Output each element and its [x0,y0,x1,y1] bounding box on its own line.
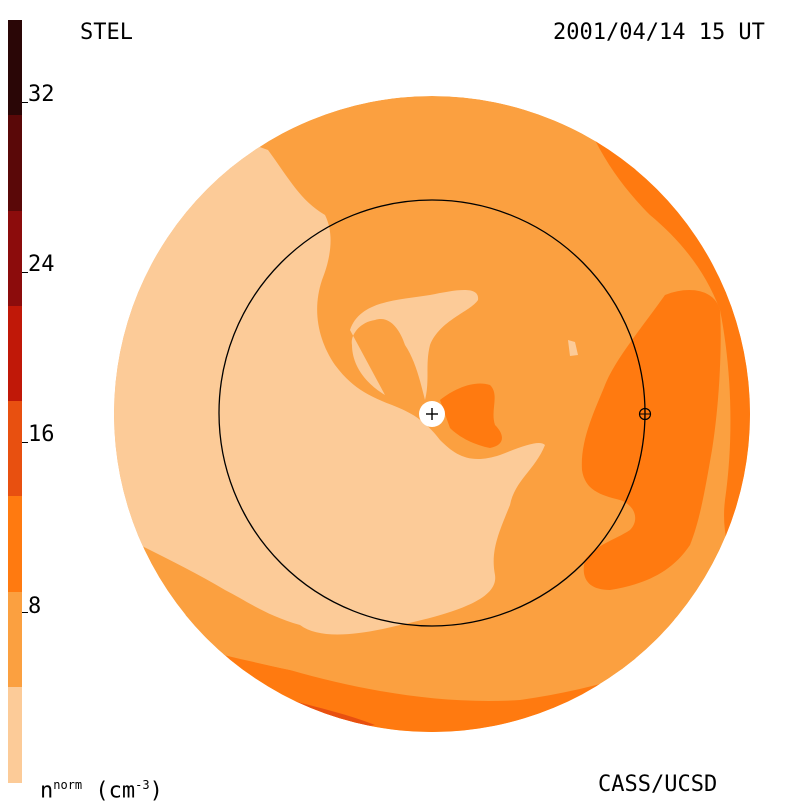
quantity-superscript: norm [53,778,83,792]
quantity-label: nnorm (cm-3) [40,774,163,802]
low-density-spot [568,340,578,356]
colorbar-segment [8,115,22,212]
high-density-core [440,383,502,448]
high-density-south [114,620,750,732]
low-density-swirl [350,290,479,400]
colorbar-tick-16: 16 [28,422,55,447]
low-density-region [114,96,545,635]
colorbar-segment [8,496,22,593]
quantity-unit: (cm [95,778,136,803]
colorbar-tick-mark-16 [22,442,28,443]
colorbar-tick-24: 24 [28,252,55,277]
colorbar-segment [8,591,22,688]
timestamp-label: 2001/04/14 15 UT [553,20,765,45]
high-density-east [581,290,721,590]
colorbar-tick-mark-8 [22,612,28,613]
colorbar-tick-mark-32 [22,102,28,103]
credit-label: CASS/UCSD [598,772,718,797]
instrument-label: STEL [80,20,133,45]
quantity-symbol: n [40,778,54,803]
colorbar-tick-32: 32 [28,82,55,107]
colorbar-segment [8,20,22,116]
colorbar-segment [8,305,22,402]
quantity-unit-exponent: -3 [135,778,150,792]
mid-density-south-streak [520,635,620,662]
colorbar-segment [8,686,22,783]
colorbar-segment [8,401,22,497]
colorbar-tick-mark-24 [22,272,28,273]
colorbar-segment [8,210,22,307]
colorbar-tick-8: 8 [28,594,42,619]
quantity-unit-close: ) [149,778,163,803]
mid-density-south-band [120,600,720,692]
very-high-density-patch [290,700,375,726]
colorbar [8,20,22,783]
